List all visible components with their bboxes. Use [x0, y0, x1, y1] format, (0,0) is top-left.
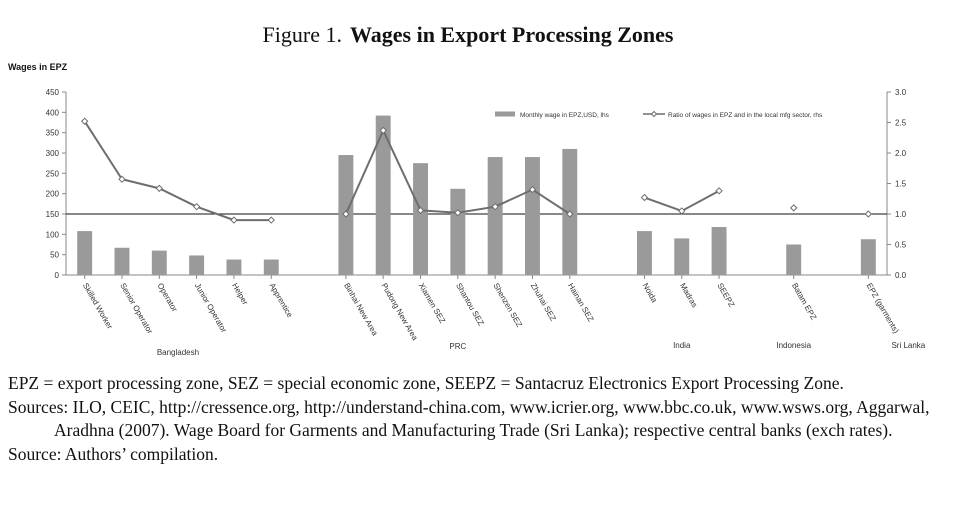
bar: [413, 163, 428, 275]
line-marker: [80, 117, 89, 125]
bar: [525, 157, 540, 275]
y2-tick-label: 2.0: [895, 149, 907, 158]
legend-swatch: [495, 111, 515, 117]
bar: [189, 255, 205, 275]
chart: Figure 1. Wages in Export Processing Zone…: [8, 22, 926, 357]
bar: [375, 115, 391, 275]
x-tick-label: SEEPZ: [715, 282, 736, 309]
x-tick-label: Shenzen SEZ: [491, 282, 524, 329]
line-marker: [155, 184, 164, 193]
line-marker: [454, 209, 462, 217]
x-tick-label: Operator: [156, 282, 180, 314]
bar: [711, 227, 727, 275]
x-tick-label: Binhai New Area: [342, 282, 380, 338]
x-tick-label: Apprentice: [268, 282, 295, 320]
line-marker: [267, 216, 275, 224]
note: Sources: ILO, CEIC, http://cressence.org…: [8, 396, 930, 441]
x-tick-label: Madras: [678, 282, 699, 310]
y-tick-label: 400: [46, 108, 60, 117]
line-marker: [715, 187, 723, 195]
x-tick-label: Batam EPZ: [790, 282, 818, 322]
y2-tick-label: 2.5: [895, 119, 907, 128]
y-axis-label: Wages in EPZ: [8, 62, 68, 72]
y-tick-label: 0: [55, 271, 60, 280]
x-tick-label: Noida: [641, 282, 660, 305]
legend-marker: [650, 110, 658, 118]
line-marker: [864, 210, 873, 218]
y-tick-label: 100: [46, 230, 60, 239]
x-tick-label: Hainan SEZ: [566, 282, 595, 324]
line-marker: [192, 202, 201, 211]
notes: EPZ = export processing zone, SEZ = spec…: [8, 372, 934, 466]
bar: [450, 188, 466, 275]
line-marker: [528, 185, 537, 194]
legend-label: Monthly wage in EPZ,USD, lhs: [520, 112, 610, 119]
x-tick-label: EPZ (garments): [865, 282, 901, 336]
title-prefix: Figure 1.: [263, 22, 342, 47]
group-label: India: [673, 341, 691, 350]
line-marker: [416, 206, 425, 215]
line-marker: [118, 175, 126, 183]
line: [85, 121, 869, 220]
y-tick-label: 300: [46, 149, 60, 158]
bar: [487, 157, 503, 275]
x-tick-label: Helper: [230, 282, 250, 307]
line-marker: [640, 193, 649, 202]
title-main: Wages in Export Processing Zones: [350, 22, 674, 47]
y-tick-label: 150: [46, 210, 60, 219]
y2-tick-label: 0.5: [895, 241, 907, 250]
y2-tick-label: 3.0: [895, 88, 907, 97]
group-label: PRC: [449, 342, 466, 351]
note: EPZ = export processing zone, SEZ = spec…: [8, 373, 844, 393]
legend-label: Ratio of wages in EPZ and in the local m…: [668, 112, 823, 119]
group-label: Indonesia: [776, 341, 811, 350]
x-tick-label: Pudong New Area: [379, 282, 419, 343]
line-marker: [342, 210, 350, 218]
chart-title: Figure 1. Wages in Export Processing Zone…: [263, 22, 674, 47]
y2-tick-label: 1.5: [895, 180, 907, 189]
y2-tick-label: 0.0: [895, 271, 907, 280]
y-tick-label: 350: [46, 129, 60, 138]
group-label: Sri Lanka: [891, 341, 925, 350]
x-tick-label: Xiamen SEZ: [417, 282, 447, 325]
bar: [226, 259, 242, 275]
bar: [151, 250, 167, 275]
line-marker: [678, 207, 686, 215]
x-tick-label: Senior Operator: [118, 282, 154, 336]
x-tick-label: Skilled Worker: [81, 282, 115, 331]
bar: [263, 259, 279, 275]
y-tick-label: 200: [46, 190, 60, 199]
group-label: Bangladesh: [157, 348, 199, 357]
y-tick-label: 250: [46, 169, 60, 178]
x-tick-label: Shantou SEZ: [454, 282, 486, 328]
note: Source: Authors’ compilation.: [8, 443, 219, 464]
bar: [860, 239, 876, 275]
bar: [77, 231, 93, 275]
y-tick-label: 450: [46, 88, 60, 97]
bar: [786, 244, 802, 275]
line-marker: [566, 210, 574, 218]
y-tick-label: 50: [50, 251, 59, 260]
line-marker: [379, 126, 387, 135]
line-marker: [491, 202, 499, 211]
line-marker: [789, 204, 798, 212]
line-marker: [230, 216, 238, 224]
x-tick-label: Junior Operator: [193, 282, 229, 335]
bar: [636, 231, 652, 275]
y2-tick-label: 1.0: [895, 210, 907, 219]
bar: [114, 247, 130, 275]
x-tick-label: Zhuhai SEZ: [529, 282, 558, 323]
bar: [674, 238, 690, 275]
